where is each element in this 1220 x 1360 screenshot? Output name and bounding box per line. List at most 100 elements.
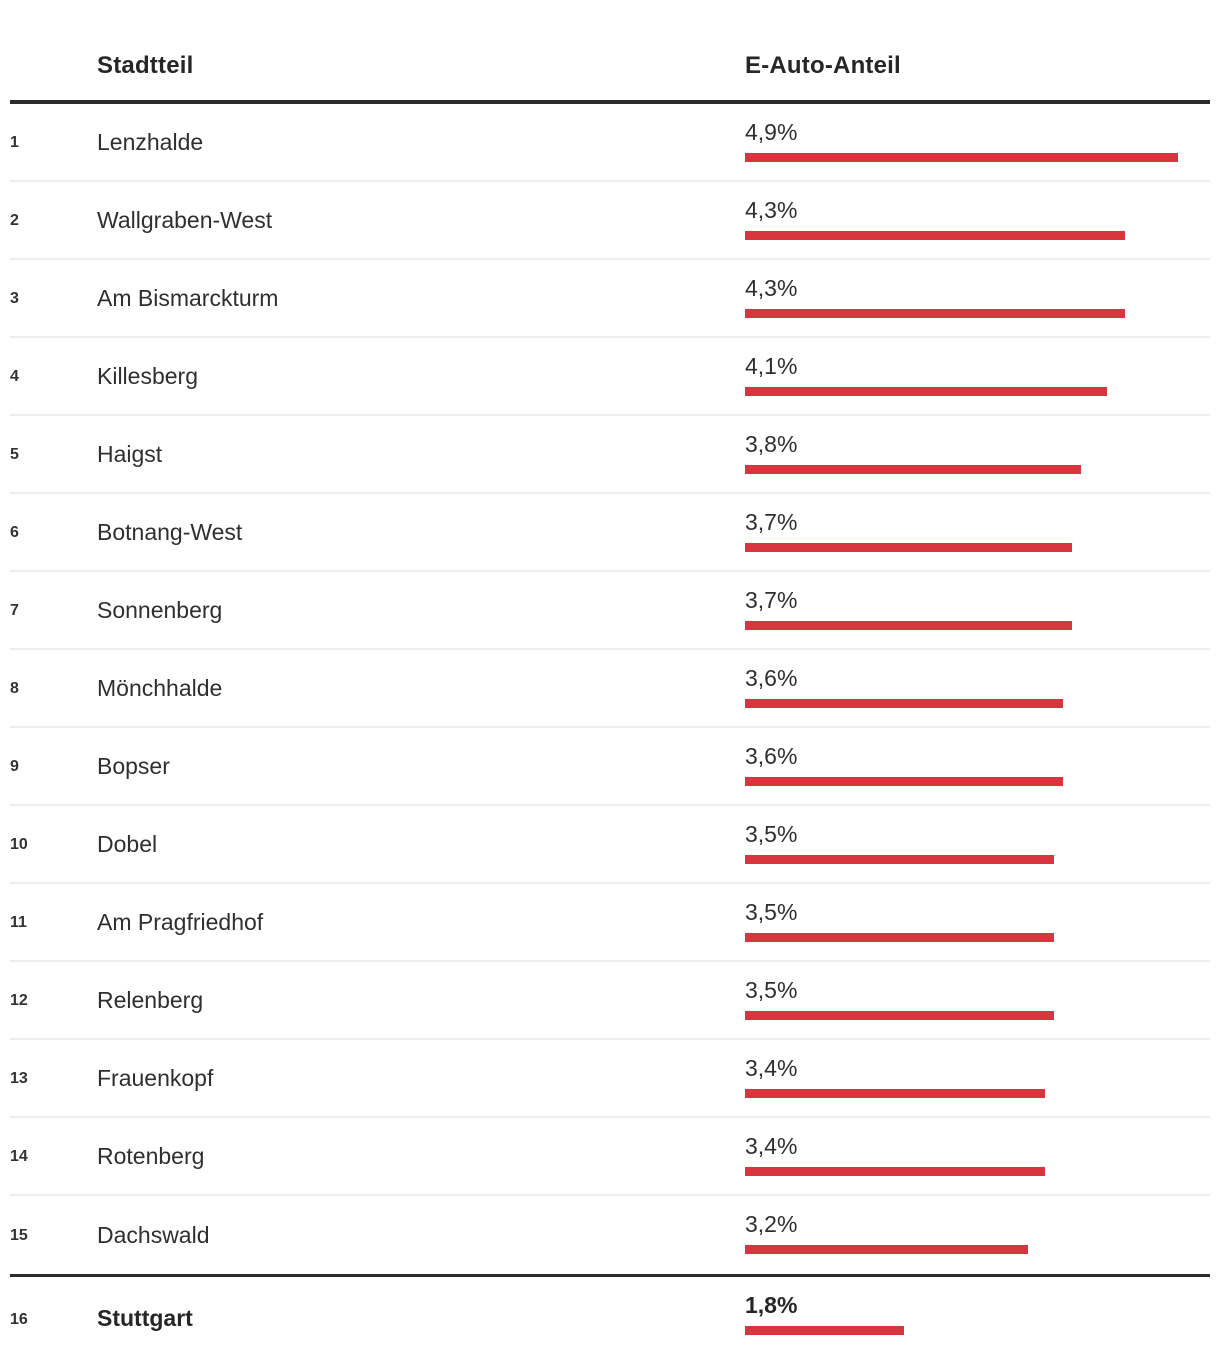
district-name: Stuttgart (97, 1305, 193, 1331)
table-row: 14 Rotenberg 3,4% (10, 1118, 1210, 1196)
district-name: Haigst (97, 440, 163, 467)
table-body: 1 Lenzhalde 4,9% 2 Wallgraben-West 4,3% … (10, 104, 1210, 1360)
rank-label: 2 (10, 212, 19, 229)
value-bar (745, 465, 1081, 474)
value-label: 3,4% (745, 1055, 798, 1081)
table-row: 2 Wallgraben-West 4,3% (10, 182, 1210, 260)
table-row: 9 Bopser 3,6% (10, 728, 1210, 806)
value-bar (745, 543, 1072, 552)
table-row: 15 Dachswald 3,2% (10, 1196, 1210, 1274)
value-cell: 3,2% (745, 1196, 1210, 1274)
table-row: 6 Botnang-West 3,7% (10, 494, 1210, 572)
value-label: 1,8% (745, 1292, 798, 1318)
value-cell: 4,9% (745, 104, 1210, 180)
value-cell: 1,8% (745, 1277, 1210, 1360)
value-cell: 3,5% (745, 884, 1210, 960)
district-name: Bopser (97, 752, 170, 779)
value-cell: 3,6% (745, 650, 1210, 726)
table-header: Stadtteil E-Auto-Anteil (10, 0, 1210, 104)
table-row: 16 Stuttgart 1,8% (10, 1274, 1210, 1360)
district-name: Lenzhalde (97, 128, 204, 155)
district-name: Am Pragfriedhof (97, 908, 264, 935)
value-label: 3,4% (745, 1133, 798, 1159)
value-cell: 4,1% (745, 338, 1210, 414)
value-label: 3,7% (745, 509, 798, 535)
table-row: 13 Frauenkopf 3,4% (10, 1040, 1210, 1118)
value-cell: 3,4% (745, 1040, 1210, 1116)
district-name: Killesberg (97, 362, 198, 389)
rank-label: 11 (10, 914, 27, 931)
value-cell: 3,5% (745, 962, 1210, 1038)
rank-label: 1 (10, 134, 19, 151)
value-cell: 3,8% (745, 416, 1210, 492)
district-name: Rotenberg (97, 1142, 205, 1169)
value-label: 3,6% (745, 665, 798, 691)
value-bar (745, 699, 1063, 708)
value-label: 3,6% (745, 743, 798, 769)
value-bar (745, 855, 1054, 864)
value-bar (745, 621, 1072, 630)
value-label: 3,8% (745, 431, 798, 457)
value-label: 4,9% (745, 119, 798, 145)
value-bar (745, 231, 1125, 240)
rank-label: 10 (10, 836, 28, 853)
table-row: 1 Lenzhalde 4,9% (10, 104, 1210, 182)
district-name: Frauenkopf (97, 1064, 214, 1091)
rank-label: 16 (10, 1310, 28, 1328)
rank-label: 8 (10, 680, 19, 697)
value-label: 3,2% (745, 1211, 798, 1237)
rank-label: 9 (10, 758, 19, 775)
rank-label: 15 (10, 1227, 28, 1244)
value-label: 4,3% (745, 197, 798, 223)
table-row: 3 Am Bismarckturm 4,3% (10, 260, 1210, 338)
value-cell: 3,5% (745, 806, 1210, 882)
value-cell: 3,4% (745, 1118, 1210, 1194)
district-name: Relenberg (97, 986, 204, 1013)
table-row: 5 Haigst 3,8% (10, 416, 1210, 494)
value-cell: 3,7% (745, 494, 1210, 570)
value-label: 3,7% (745, 587, 798, 613)
value-label: 4,1% (745, 353, 798, 379)
value-bar (745, 1326, 904, 1335)
table-row: 12 Relenberg 3,5% (10, 962, 1210, 1040)
column-header-e-auto-anteil: E-Auto-Anteil (745, 52, 901, 79)
rank-label: 12 (10, 992, 28, 1009)
district-name: Am Bismarckturm (97, 284, 279, 311)
rank-label: 3 (10, 290, 19, 307)
value-cell: 4,3% (745, 260, 1210, 336)
rank-label: 4 (10, 368, 19, 385)
value-bar (745, 777, 1063, 786)
value-label: 3,5% (745, 821, 798, 847)
rank-label: 6 (10, 524, 19, 541)
rank-label: 13 (10, 1070, 28, 1087)
table-row: 10 Dobel 3,5% (10, 806, 1210, 884)
value-label: 3,5% (745, 977, 798, 1003)
value-bar (745, 309, 1125, 318)
value-bar (745, 1167, 1045, 1176)
value-cell: 4,3% (745, 182, 1210, 258)
value-bar (745, 1089, 1045, 1098)
table-row: 11 Am Pragfriedhof 3,5% (10, 884, 1210, 962)
table-row: 4 Killesberg 4,1% (10, 338, 1210, 416)
value-bar (745, 1011, 1054, 1020)
value-bar (745, 153, 1178, 162)
rank-label: 7 (10, 602, 19, 619)
value-bar (745, 933, 1054, 942)
value-bar (745, 1245, 1028, 1254)
value-bar (745, 387, 1107, 396)
column-header-stadtteil: Stadtteil (97, 52, 194, 79)
value-cell: 3,7% (745, 572, 1210, 648)
table-row: 8 Mönchhalde 3,6% (10, 650, 1210, 728)
district-name: Dachswald (97, 1221, 210, 1248)
value-label: 4,3% (745, 275, 798, 301)
rank-label: 14 (10, 1148, 28, 1165)
rank-label: 5 (10, 446, 19, 463)
district-name: Dobel (97, 830, 158, 857)
district-name: Mönchhalde (97, 674, 223, 701)
value-label: 3,5% (745, 899, 798, 925)
table-row: 7 Sonnenberg 3,7% (10, 572, 1210, 650)
value-cell: 3,6% (745, 728, 1210, 804)
district-name: Botnang-West (97, 518, 243, 545)
district-name: Sonnenberg (97, 596, 223, 623)
